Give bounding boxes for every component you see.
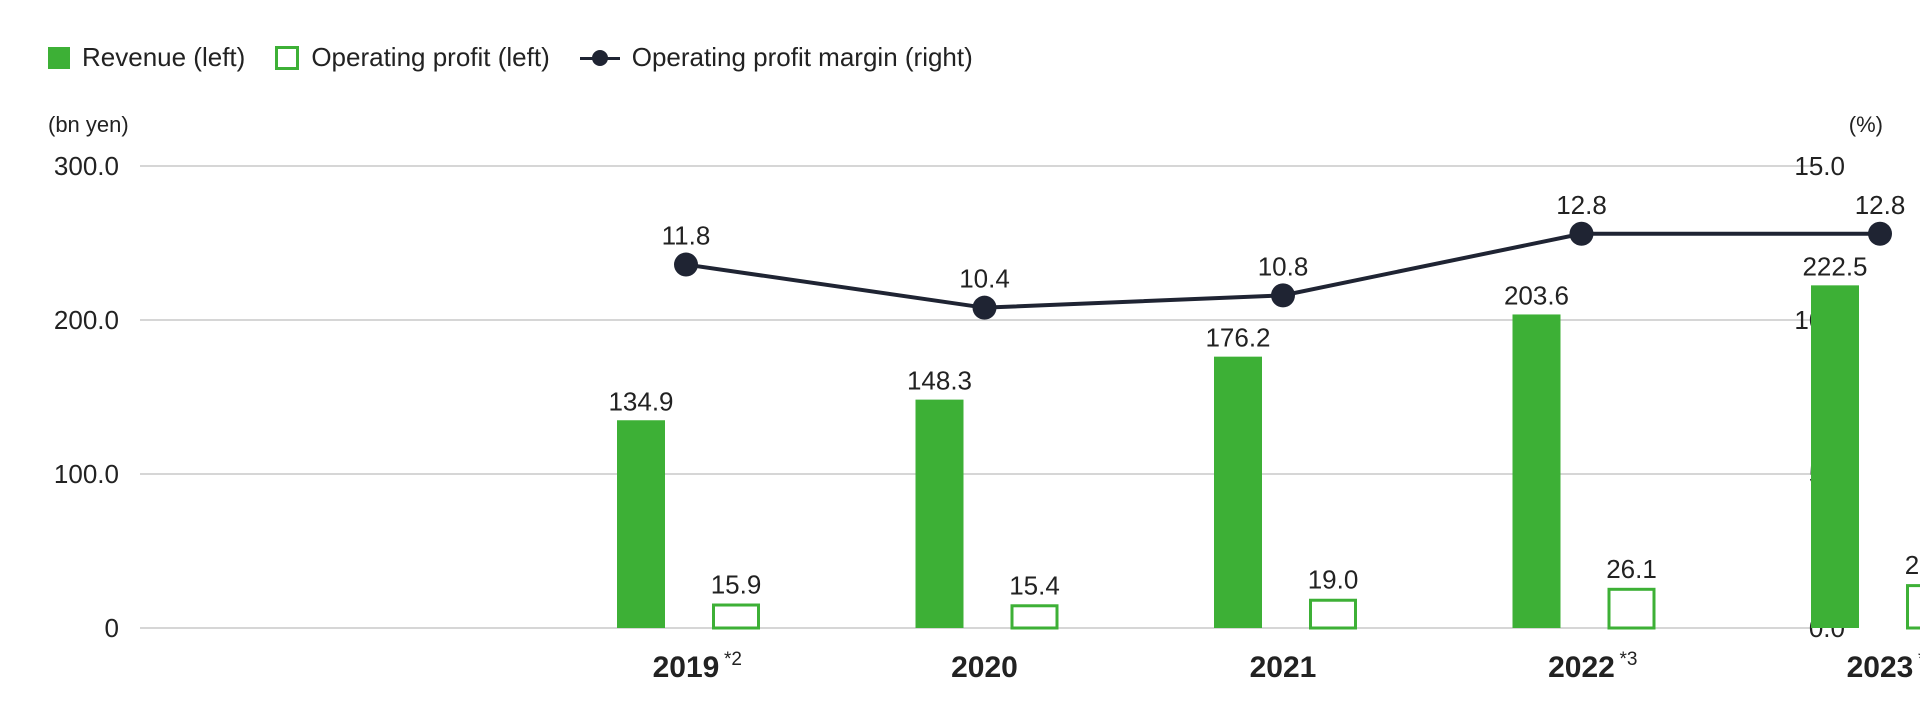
left-tick-label: 200.0 [54, 305, 119, 335]
x-tick-label: 2022 [1548, 651, 1615, 684]
revenue-bar [1512, 314, 1561, 628]
legend-label-revenue: Revenue (left) [82, 42, 246, 72]
revenue-value-label: 148.3 [907, 366, 972, 396]
x-tick-label: 2019 [653, 651, 720, 684]
operating-profit-bar [1607, 587, 1656, 630]
margin-point [972, 295, 997, 320]
margin-value-label: 12.8 [1556, 190, 1607, 220]
margin-value-label: 10.4 [959, 264, 1010, 294]
legend-swatch-operating-profit [275, 45, 300, 70]
x-tick-note: *3 [1918, 649, 1920, 670]
operating-profit-bar [1010, 604, 1059, 630]
revenue-bar [1811, 285, 1859, 628]
operating-profit-bar [1906, 584, 1920, 630]
legend-item-margin: Operating profit margin (right) [579, 42, 973, 73]
x-tick-note: *2 [724, 649, 742, 670]
margin-point [1569, 221, 1594, 246]
operating-profit-bar [1309, 598, 1357, 630]
legend-label-operating-profit: Operating profit (left) [311, 42, 550, 72]
right-axis-unit: (%) [1848, 112, 1883, 137]
operating-profit-value-label: 15.9 [711, 570, 762, 600]
revenue-bar [915, 399, 964, 628]
revenue-bar [617, 420, 665, 628]
x-tick-label: 2021 [1250, 651, 1317, 684]
margin-point [1271, 283, 1295, 308]
operating-profit-value-label: 28.5 [1905, 550, 1920, 580]
legend: Revenue (left) Operating profit (left) O… [48, 42, 1003, 73]
margin-point [1868, 221, 1892, 246]
left-tick-label: 300.0 [54, 151, 119, 181]
revenue-value-label: 176.2 [1205, 323, 1270, 353]
margin-value-label: 11.8 [662, 221, 711, 251]
left-tick-label: 0 [105, 613, 119, 643]
x-tick-note: *3 [1620, 649, 1638, 670]
right-tick-label: 15.0 [1794, 151, 1845, 181]
x-tick-label: 2023 [1847, 651, 1914, 684]
operating-profit-value-label: 15.4 [1009, 570, 1060, 600]
left-tick-label: 100.0 [54, 459, 119, 489]
legend-item-operating-profit: Operating profit (left) [275, 42, 550, 73]
margin-value-label: 12.8 [1855, 190, 1906, 220]
revenue-value-label: 222.5 [1802, 251, 1867, 281]
legend-swatch-revenue [48, 46, 70, 69]
legend-swatch-margin [579, 47, 620, 69]
revenue-bar [1214, 356, 1262, 628]
operating-profit-bar [712, 603, 760, 630]
revenue-value-label: 203.6 [1504, 280, 1569, 310]
margin-point [674, 252, 698, 277]
revenue-value-label: 134.9 [608, 386, 673, 416]
legend-item-revenue: Revenue (left) [48, 42, 245, 73]
x-tick-label: 2020 [951, 651, 1018, 684]
margin-value-label: 10.8 [1258, 251, 1309, 281]
left-axis-unit: (bn yen) [48, 112, 129, 137]
operating-profit-value-label: 26.1 [1606, 554, 1657, 584]
operating-profit-value-label: 19.0 [1308, 565, 1359, 595]
legend-label-margin: Operating profit margin (right) [631, 42, 973, 72]
